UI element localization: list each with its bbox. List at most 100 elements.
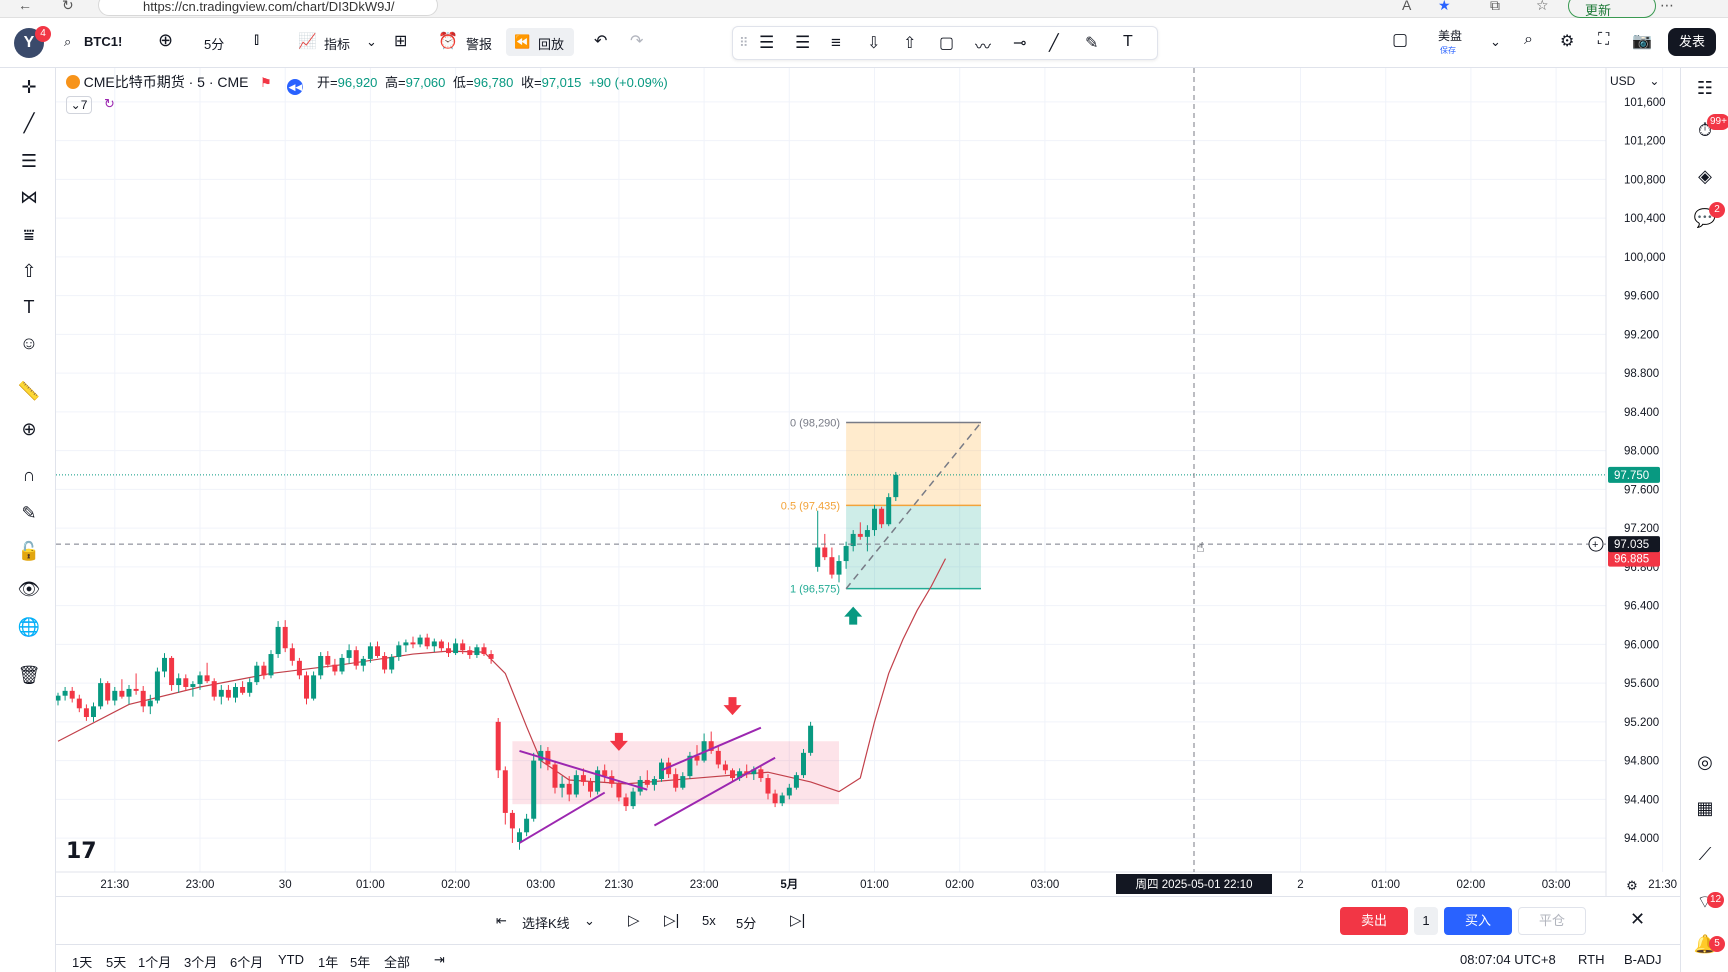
alert-clock-icon[interactable]: ⏰ <box>438 33 458 50</box>
quick-search-icon[interactable]: ⌕ <box>1524 31 1533 48</box>
templates-icon[interactable]: ⊞ <box>394 33 408 50</box>
more-icon[interactable]: ⋯ <box>1660 0 1674 13</box>
symbol-title[interactable]: CME比特币期货 · 5 · CME <box>83 74 249 90</box>
arrow-shape-icon[interactable]: ⇧ <box>21 261 37 281</box>
symbol-search[interactable]: BTC1! <box>84 34 123 49</box>
layers-icon[interactable]: ◈ <box>1698 166 1712 186</box>
trendline-icon[interactable]: ╱ <box>23 113 35 133</box>
brush-icon[interactable]: ✎ <box>1085 35 1099 52</box>
range-1y[interactable]: 1年 <box>318 955 339 970</box>
strategy-icon[interactable]: ⟋ <box>1698 844 1712 864</box>
favorite-star-icon[interactable]: ★ <box>1438 0 1451 13</box>
sync-icon[interactable]: ↻ <box>104 96 115 111</box>
fib-levels-icon[interactable]: ☰ <box>759 33 775 52</box>
tradingview-logo[interactable]: 𝟭𝟳 <box>66 838 97 863</box>
read-aloud-icon[interactable]: A <box>1402 0 1412 13</box>
emoji-icon[interactable]: ☺ <box>19 333 39 353</box>
flag-icon[interactable]: ⚑ <box>260 75 272 90</box>
y-tick-label: 95.200 <box>1624 717 1659 729</box>
speed-selector[interactable]: 5x <box>702 913 716 928</box>
chevron-down-icon[interactable]: ⌄ <box>366 34 377 49</box>
fib-extension-icon[interactable]: ☰ <box>795 33 811 52</box>
calendar-icon[interactable]: ▦ <box>1696 798 1714 818</box>
extensions-icon[interactable]: ⧉ <box>1490 0 1500 13</box>
close-replay-icon[interactable]: ✕ <box>1630 909 1646 929</box>
date-range-icon[interactable]: ⇥ <box>434 952 445 967</box>
alert-button[interactable]: 警报 <box>466 37 493 52</box>
prediction-icon[interactable]: ⩸ <box>23 225 35 245</box>
close-position-button[interactable]: 平仓 <box>1518 907 1586 935</box>
range-all[interactable]: 全部 <box>384 955 411 970</box>
parallel-channel-icon[interactable]: ≡ <box>831 33 841 52</box>
search-icon[interactable]: ⌕ <box>64 34 72 49</box>
fullscreen-icon[interactable]: ⛶ <box>1598 31 1610 48</box>
crosshair-icon[interactable]: ✛ <box>21 77 37 97</box>
ruler-icon[interactable]: 📏 <box>17 381 41 401</box>
y-tick-label: 97.600 <box>1624 484 1659 496</box>
lock-icon[interactable]: 🔓 <box>17 541 41 561</box>
stay-drawing-icon[interactable]: ✎ <box>21 503 37 523</box>
trendline-icon[interactable]: ╱ <box>1049 35 1059 52</box>
rectangle-icon[interactable]: ▢ <box>939 35 955 52</box>
text-icon[interactable]: T <box>23 297 35 317</box>
range-3m[interactable]: 3个月 <box>184 955 218 970</box>
replay-interval-selector[interactable]: 5分 <box>736 916 757 931</box>
favorites-icon[interactable]: ☆ <box>1536 0 1549 13</box>
range-1m[interactable]: 1个月 <box>138 955 172 970</box>
arrow-down-icon[interactable]: ⇩ <box>867 35 881 52</box>
indicators-icon[interactable]: 📈 <box>298 33 317 50</box>
step-forward-icon[interactable]: ▷| <box>664 912 680 929</box>
fib-retracement-icon[interactable]: ☰ <box>20 151 38 171</box>
candle-type-icon[interactable]: ⫾ <box>254 31 260 48</box>
select-bar-icon[interactable]: ⇤ <box>496 913 507 928</box>
layout-icon[interactable]: ▢ <box>1392 30 1409 49</box>
globe-icon[interactable]: 🌐 <box>17 617 41 637</box>
path-icon[interactable]: 〰 <box>975 39 992 56</box>
text-tool-icon[interactable]: T <box>1123 33 1133 50</box>
snapshot-camera-icon[interactable]: 📷 <box>1632 33 1652 50</box>
target-icon[interactable]: ◎ <box>1697 752 1713 772</box>
session-chevron-icon[interactable]: ⌄ <box>1490 34 1501 49</box>
horizontal-ray-icon[interactable]: ⊸ <box>1013 35 1027 52</box>
compare-add-icon[interactable]: ⊕ <box>158 30 174 50</box>
quantity-field[interactable]: 1 <box>1414 907 1438 935</box>
zoom-in-icon[interactable]: ⊕ <box>21 419 37 439</box>
publish-button[interactable]: 发表 <box>1668 28 1716 56</box>
range-ytd[interactable]: YTD <box>278 952 304 967</box>
range-6m[interactable]: 6个月 <box>230 955 264 970</box>
magnet-icon[interactable]: ∩ <box>22 465 36 485</box>
sell-button[interactable]: 卖出 <box>1340 907 1408 935</box>
adjustment-toggle[interactable]: B-ADJ <box>1624 952 1662 967</box>
replay-mode-icon[interactable]: ◀◀ <box>287 79 304 95</box>
browser-update-button[interactable]: 更新 <box>1568 0 1656 18</box>
play-icon[interactable]: ▷ <box>628 912 640 929</box>
currency-selector[interactable]: USD ⌄ <box>1610 74 1668 94</box>
price-chart[interactable]: 0 (98,290) 0.5 (97,435) 1 (96,575) ☝ 94.000 9… <box>56 68 1680 896</box>
range-5d[interactable]: 5天 <box>106 955 127 970</box>
interval-selector[interactable]: 5分 <box>204 37 225 52</box>
settings-gear-icon[interactable]: ⚙ <box>1560 33 1575 50</box>
drag-handle-icon[interactable]: ⠿ <box>739 35 749 50</box>
back-icon[interactable]: ← <box>18 0 32 13</box>
trash-icon[interactable]: 🗑 <box>17 665 41 685</box>
indicators-collapse[interactable]: ⌄7 <box>66 96 92 114</box>
session-toggle[interactable]: RTH <box>1578 952 1605 967</box>
reload-icon[interactable]: ↻ <box>62 0 74 13</box>
replay-button[interactable]: ⏪ 回放 <box>506 28 574 56</box>
session-selector[interactable]: 美盘 <box>1438 29 1463 43</box>
pattern-icon[interactable]: ⋈ <box>20 187 38 207</box>
jump-to-realtime-icon[interactable]: ▷| <box>790 912 806 929</box>
select-bar-chevron-icon[interactable]: ⌄ <box>584 913 595 928</box>
indicators-button[interactable]: 指标 <box>324 37 351 52</box>
eye-icon[interactable]: 👁 <box>17 579 41 599</box>
undo-icon[interactable]: ↶ <box>594 33 608 50</box>
watchlist-icon[interactable]: ☷ <box>1696 78 1714 98</box>
select-bar-button[interactable]: 选择K线 <box>522 916 570 931</box>
range-1d[interactable]: 1天 <box>72 955 93 970</box>
address-bar[interactable]: https://cn.tradingview.com/chart/DI3DkW9… <box>98 0 438 16</box>
clock-time[interactable]: 08:07:04 UTC+8 <box>1460 952 1556 967</box>
buy-button[interactable]: 买入 <box>1444 907 1512 935</box>
arrow-up-icon[interactable]: ⇧ <box>903 35 917 52</box>
range-5y[interactable]: 5年 <box>350 955 371 970</box>
redo-icon[interactable]: ↷ <box>630 33 644 50</box>
